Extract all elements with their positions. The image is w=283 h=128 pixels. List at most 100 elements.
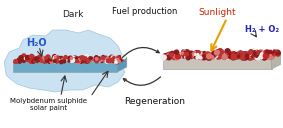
Circle shape [249, 50, 253, 53]
Circle shape [61, 58, 64, 62]
Circle shape [192, 54, 196, 57]
Circle shape [237, 55, 240, 57]
Circle shape [108, 57, 112, 61]
Circle shape [36, 58, 37, 60]
Circle shape [65, 58, 67, 60]
Circle shape [227, 53, 229, 55]
Circle shape [203, 53, 208, 58]
Circle shape [188, 55, 191, 58]
Circle shape [197, 51, 200, 54]
Circle shape [248, 50, 250, 53]
Circle shape [31, 56, 35, 59]
Circle shape [59, 56, 61, 58]
Circle shape [265, 50, 269, 54]
Circle shape [188, 54, 191, 57]
Circle shape [235, 54, 237, 56]
Circle shape [262, 56, 267, 60]
Circle shape [189, 55, 191, 57]
Circle shape [181, 52, 183, 54]
Circle shape [276, 50, 277, 52]
Circle shape [215, 50, 219, 55]
Circle shape [62, 59, 65, 62]
Circle shape [112, 60, 115, 63]
Circle shape [265, 53, 267, 55]
Circle shape [167, 54, 169, 56]
Circle shape [202, 52, 206, 56]
Circle shape [190, 55, 194, 59]
Circle shape [24, 57, 26, 59]
Polygon shape [117, 57, 127, 72]
Circle shape [38, 60, 40, 61]
Circle shape [64, 56, 67, 59]
Circle shape [247, 55, 252, 60]
Circle shape [48, 60, 52, 63]
Circle shape [63, 60, 66, 63]
Circle shape [65, 58, 66, 60]
Circle shape [216, 56, 218, 58]
Circle shape [118, 56, 121, 58]
Circle shape [211, 55, 215, 58]
Circle shape [87, 60, 90, 63]
Circle shape [239, 51, 242, 54]
Circle shape [72, 58, 74, 60]
Circle shape [194, 54, 196, 55]
Circle shape [192, 54, 198, 59]
Polygon shape [163, 58, 272, 69]
Circle shape [99, 58, 102, 61]
Circle shape [173, 55, 175, 58]
Circle shape [119, 58, 123, 61]
Circle shape [229, 54, 233, 58]
Circle shape [30, 56, 33, 58]
Circle shape [42, 60, 44, 62]
Circle shape [57, 57, 59, 59]
Circle shape [231, 52, 234, 55]
Circle shape [76, 58, 80, 62]
Circle shape [187, 56, 189, 58]
Circle shape [56, 60, 59, 63]
Circle shape [185, 52, 188, 56]
Circle shape [227, 54, 229, 56]
Circle shape [54, 61, 56, 63]
Circle shape [213, 51, 215, 54]
Circle shape [251, 52, 256, 57]
Circle shape [16, 60, 18, 63]
Circle shape [73, 60, 76, 62]
Circle shape [210, 56, 214, 60]
Circle shape [251, 49, 256, 54]
Circle shape [200, 57, 201, 59]
Circle shape [175, 54, 180, 59]
Circle shape [186, 56, 188, 58]
Circle shape [240, 52, 245, 57]
Circle shape [30, 54, 34, 58]
Circle shape [226, 55, 228, 57]
Circle shape [106, 59, 110, 63]
Circle shape [208, 55, 213, 60]
Circle shape [198, 55, 200, 57]
Circle shape [77, 60, 79, 62]
Circle shape [17, 58, 20, 61]
Circle shape [194, 52, 197, 56]
Circle shape [197, 54, 201, 57]
Circle shape [199, 54, 202, 57]
Circle shape [196, 56, 198, 59]
Circle shape [33, 57, 35, 59]
Circle shape [108, 58, 110, 59]
Circle shape [268, 51, 273, 56]
Circle shape [194, 55, 197, 58]
Circle shape [110, 58, 113, 61]
Circle shape [99, 58, 102, 61]
Circle shape [76, 60, 78, 62]
Circle shape [185, 50, 190, 55]
Circle shape [239, 55, 240, 57]
Circle shape [56, 56, 59, 59]
Circle shape [88, 59, 89, 61]
Circle shape [163, 54, 168, 58]
Circle shape [228, 52, 231, 54]
Circle shape [242, 52, 245, 55]
Circle shape [223, 56, 226, 59]
Circle shape [31, 59, 33, 61]
Circle shape [273, 50, 275, 52]
Circle shape [53, 60, 56, 62]
Circle shape [89, 57, 92, 60]
Circle shape [68, 57, 70, 59]
